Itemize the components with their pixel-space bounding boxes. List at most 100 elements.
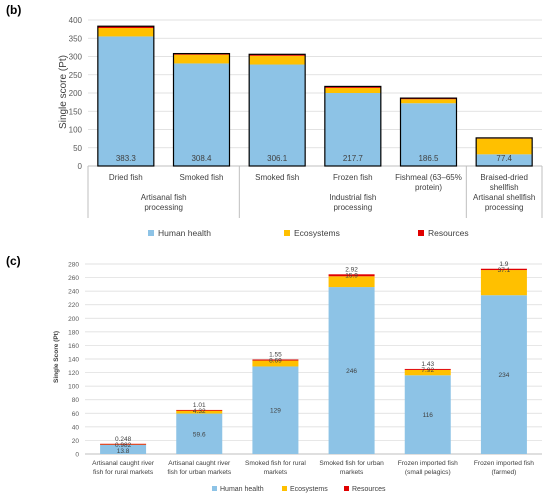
bar-outline: [475, 137, 533, 167]
data-label-human-health: 13.8: [117, 448, 130, 455]
bar-segment-human-health: [328, 287, 375, 454]
bar-segment-human-health: [176, 413, 223, 454]
bar-total-label: 308.4: [191, 154, 212, 163]
legend-swatch: [418, 230, 424, 236]
bar-segment-resources: [176, 409, 223, 411]
legend-swatch: [284, 230, 290, 236]
x-category-label: Frozen fish: [333, 173, 373, 182]
y-tick-label: 140: [68, 357, 79, 364]
bar-outline: [248, 53, 306, 167]
bar-total-label: 306.1: [267, 154, 288, 163]
y-tick-label: 80: [72, 397, 80, 404]
panel-c-chart: 0 20 40 60 80 100 120 140 160 180 200 220 240 260 280 1…: [68, 261, 542, 493]
x-group-label: Artisanal shellfish processing: [473, 193, 535, 212]
bar-segment-ecosystems: [252, 360, 299, 367]
y-tick-label: 100: [68, 384, 79, 391]
legend-label: Resources: [352, 486, 386, 493]
data-label-human-health: 234: [498, 372, 509, 379]
data-label-ecosystems: 37.1: [498, 267, 511, 274]
bar-total-label: 217.7: [343, 154, 364, 163]
bar-segment-resources: [100, 443, 147, 445]
y-tick-label: 150: [69, 107, 83, 116]
data-label-resources: 1.55: [269, 352, 282, 359]
x-category-label: Smoked fish for rural markets: [245, 460, 306, 476]
bar-segment-resources: [249, 54, 306, 56]
x-category-label: Braised-dried shellfish: [480, 173, 528, 192]
y-tick-label: 60: [72, 411, 80, 418]
bar-segment-resources: [480, 268, 527, 271]
data-label-resources: 1.01: [193, 402, 206, 409]
bar-segment-ecosystems: [173, 54, 230, 64]
x-category-label: Frozen imported fish (small pelagics): [398, 460, 458, 476]
bar-segment-human-health: [100, 444, 147, 454]
bar-segment-ecosystems: [480, 270, 527, 296]
y-tick-label: 100: [69, 126, 83, 135]
bar-segment-resources: [252, 359, 299, 361]
y-tick-label: 50: [73, 144, 82, 153]
panel-b-label: (b): [6, 3, 21, 17]
legend-label: Human health: [220, 486, 264, 493]
y-tick-label: 220: [68, 302, 79, 309]
bar-segment-human-health: [249, 64, 306, 166]
data-label-human-health: 129: [270, 408, 281, 415]
x-category-label: Artisanal caught river fish for rural mar…: [92, 460, 155, 476]
panel-b-y-axis-title: Single score (Pt): [58, 55, 69, 129]
legend-swatch: [344, 486, 349, 491]
y-tick-label: 240: [68, 289, 79, 296]
bar-segment-ecosystems: [404, 369, 451, 376]
y-tick-label: 260: [68, 275, 79, 282]
y-tick-label: 280: [68, 262, 79, 269]
y-tick-label: 20: [72, 438, 80, 445]
bar-segment-ecosystems: [97, 28, 154, 37]
data-label-ecosystems: 0.982: [115, 442, 132, 449]
data-label-ecosystems: 7.92: [421, 367, 434, 374]
y-tick-label: 400: [69, 16, 83, 25]
bar-segment-ecosystems: [328, 276, 375, 288]
bar-segment-human-health: [252, 366, 299, 454]
x-category-label: Smoked fish for urban markets: [319, 460, 384, 476]
x-category-label: Smoked fish: [179, 173, 223, 182]
legend-swatch: [212, 486, 217, 491]
bar-segment-human-health: [480, 295, 527, 454]
bar-segment-ecosystems: [476, 138, 533, 155]
y-tick-label: 40: [72, 424, 80, 431]
bar-segment-human-health: [404, 375, 451, 454]
y-tick-label: 200: [68, 316, 79, 323]
y-tick-label: 120: [68, 370, 79, 377]
bar-segment-resources: [97, 26, 154, 29]
y-tick-label: 0: [75, 452, 79, 459]
bar-segment-resources: [324, 86, 381, 88]
x-category-label: Frozen imported fish (farmed): [474, 460, 534, 476]
data-label-human-health: 59.6: [193, 431, 206, 438]
bar-segment-ecosystems: [176, 410, 223, 414]
y-tick-label: 0: [78, 162, 83, 171]
y-tick-label: 200: [69, 89, 83, 98]
bar-segment-resources: [404, 368, 451, 370]
bar-total-label: 383.3: [116, 154, 137, 163]
panel-c-label: (c): [6, 254, 21, 268]
x-group-label: Artisanal fish processing: [141, 193, 187, 212]
legend-swatch: [282, 486, 287, 491]
bar-outline: [172, 52, 231, 167]
y-tick-label: 300: [69, 53, 83, 62]
data-label-resources: 0.248: [115, 436, 132, 443]
bar-segment-human-health: [324, 93, 381, 166]
bar-outline: [324, 85, 382, 167]
bar-segment-human-health: [476, 154, 533, 166]
data-label-resources: 1.43: [421, 361, 434, 368]
data-label-ecosystems: 8.69: [269, 358, 282, 365]
legend-label: Ecosystems: [294, 228, 340, 238]
bar-outline: [399, 97, 458, 167]
bar-total-label: 77.4: [496, 154, 512, 163]
bar-segment-ecosystems: [400, 99, 457, 104]
legend-swatch: [148, 230, 154, 236]
data-label-ecosystems: 4.32: [193, 408, 206, 415]
y-tick-label: 350: [69, 34, 83, 43]
data-label-human-health: 116: [423, 412, 434, 419]
y-tick-label: 250: [69, 71, 83, 80]
y-tick-label: 160: [68, 343, 79, 350]
data-label-human-health: 246: [346, 368, 357, 375]
bar-segment-resources: [328, 274, 375, 277]
panel-c-y-axis-title: Single Score (Pt): [53, 331, 60, 383]
